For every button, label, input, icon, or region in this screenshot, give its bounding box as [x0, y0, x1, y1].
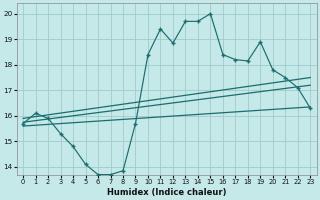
X-axis label: Humidex (Indice chaleur): Humidex (Indice chaleur) [107, 188, 227, 197]
